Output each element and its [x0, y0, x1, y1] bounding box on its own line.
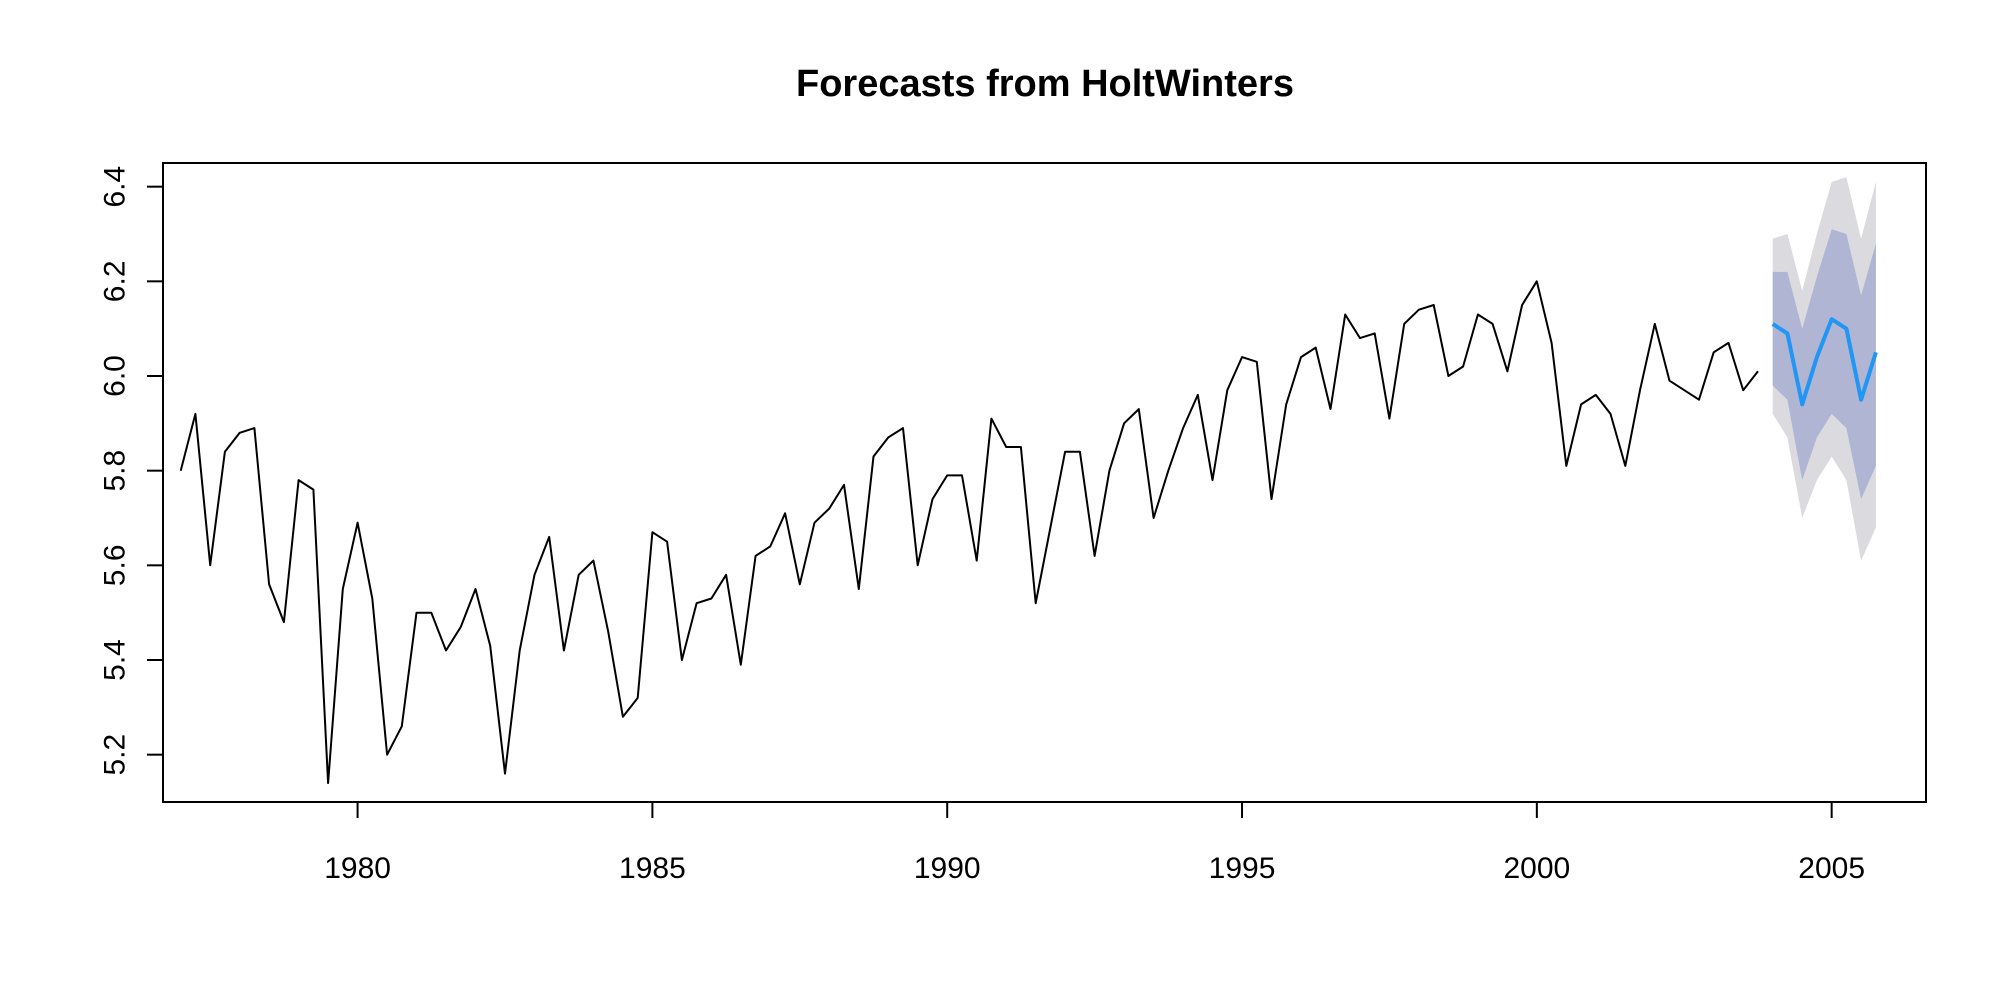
y-tick-label: 5.2: [99, 734, 132, 776]
prediction-interval-80: [1772, 229, 1876, 500]
x-tick-label: 1985: [619, 852, 686, 885]
x-tick-label: 2005: [1798, 852, 1865, 885]
plot-frame: [162, 162, 1927, 803]
y-tick-label: 6.4: [99, 166, 132, 208]
forecast-series: [1771, 317, 1878, 407]
observed-line: [179, 280, 1759, 785]
y-tick-label: 5.4: [99, 639, 132, 681]
x-tick-label: 2000: [1503, 852, 1570, 885]
chart-title: Forecasts from HoltWinters: [796, 63, 1294, 105]
forecast-mean-line: [1771, 317, 1878, 407]
observed-series: [179, 280, 1759, 785]
y-tick-label: 6.0: [99, 355, 132, 397]
y-tick-label: 5.8: [99, 450, 132, 492]
x-tick-label: 1980: [324, 852, 391, 885]
y-axis: 5.2 5.4 5.6 5.8 6.0 6.2 6.4: [99, 166, 164, 776]
y-tick-label: 6.2: [99, 260, 132, 302]
x-axis: 1980 1985 1990 1995 2000 2005: [324, 801, 1865, 885]
x-tick-label: 1990: [914, 852, 981, 885]
y-tick-label: 5.6: [99, 544, 132, 586]
band-80-area: [1772, 229, 1876, 500]
x-tick-label: 1995: [1209, 852, 1276, 885]
